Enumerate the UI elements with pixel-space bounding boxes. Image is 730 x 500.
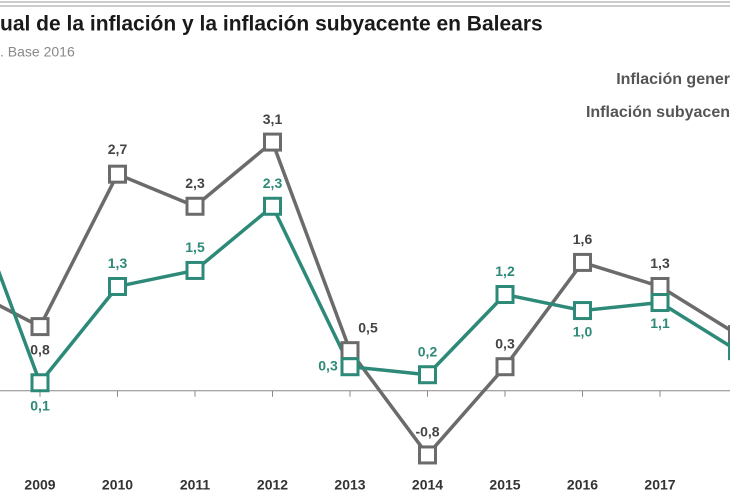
marker: [340, 341, 360, 361]
data-label: 3,1: [263, 111, 283, 127]
x-tick-label: 2011: [180, 477, 211, 493]
marker: [495, 357, 515, 377]
marker: [495, 285, 515, 305]
data-label: 2,7: [108, 141, 128, 157]
marker: [650, 276, 670, 296]
marker: [185, 196, 205, 216]
chart-subtitle: . Base 2016: [0, 44, 75, 60]
legend-entry: Inflación gener: [616, 71, 730, 88]
marker: [185, 260, 205, 280]
x-tick-label: 2015: [489, 477, 520, 493]
data-label: 2,3: [263, 175, 283, 191]
data-label: 0,3: [318, 357, 338, 373]
x-tick-label: 2010: [102, 477, 133, 493]
marker: [340, 357, 360, 377]
x-tick-label: 2009: [24, 477, 55, 493]
marker: [108, 164, 127, 184]
data-label: 1,5: [185, 239, 205, 255]
data-label: 0,8: [30, 341, 50, 357]
x-tick-label: 2013: [334, 477, 365, 493]
marker: [30, 317, 50, 337]
marker: [30, 373, 50, 393]
marker: [418, 445, 437, 465]
x-tick-label: 2012: [257, 477, 288, 493]
data-label: 0,5: [358, 319, 378, 335]
chart-title: ual de la inflación y la inflación subya…: [0, 13, 543, 36]
data-label: 1,3: [108, 255, 128, 271]
marker: [573, 301, 592, 321]
data-label: 1,6: [573, 231, 593, 247]
data-label: 0,3: [495, 335, 515, 351]
marker: [573, 252, 592, 272]
data-label: 1,2: [495, 263, 515, 279]
data-label: -0,8: [415, 424, 439, 440]
x-tick-label: 2016: [567, 477, 598, 493]
data-label: 1,3: [650, 255, 670, 271]
marker: [418, 365, 437, 385]
data-label: 0,2: [418, 343, 438, 359]
data-label: 1,1: [650, 315, 670, 331]
data-label: 0,1: [30, 397, 50, 413]
x-tick-label: 2017: [644, 477, 675, 493]
marker: [650, 293, 670, 313]
marker: [263, 132, 282, 152]
marker: [108, 276, 127, 296]
data-label: 1,0: [573, 323, 593, 339]
legend-entry: Inflación subyacen: [586, 104, 730, 121]
data-label: 2,3: [185, 175, 205, 191]
x-tick-label: 2014: [412, 477, 443, 493]
marker: [263, 196, 282, 216]
